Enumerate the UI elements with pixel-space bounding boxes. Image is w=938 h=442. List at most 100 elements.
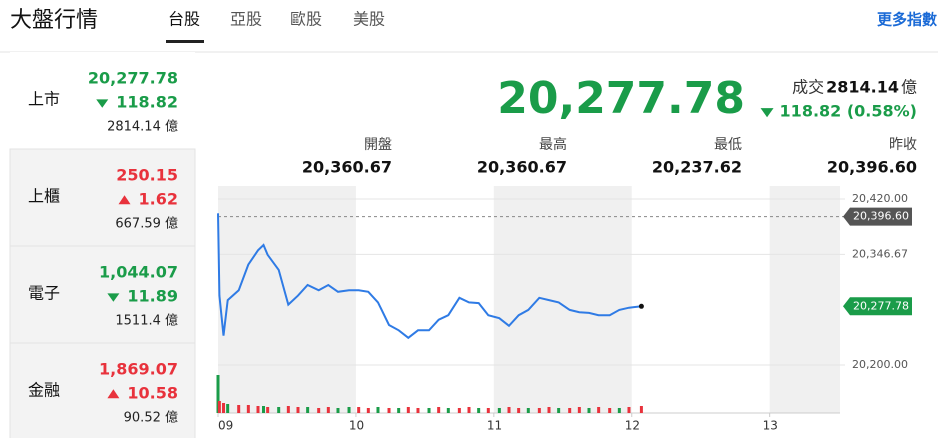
quote-change: 118.82 (0.58%) [780,102,917,121]
volume-bar [366,408,370,413]
volume-bar [357,407,361,413]
last-price-label-bg [843,297,912,316]
item-value: 1,869.07 [99,360,178,379]
volume-bar [217,401,221,413]
volume-bar [547,407,551,413]
direction-arrow [96,99,109,108]
x-tick-label: 09 [218,419,233,433]
volume-bar [497,408,501,413]
tab[interactable]: 亞股 [230,10,262,29]
volume-bar [568,408,572,413]
volume-bar [256,406,260,413]
volume-bar [517,408,521,413]
quote-value: 20,277.78 [497,73,745,124]
item-volume: 1511.4 億 [115,313,178,329]
volume-bar [317,408,321,413]
volume-bar [286,406,290,413]
price-line [217,213,642,340]
volume-bar [526,408,530,413]
stat-value: 20,360.67 [302,158,392,177]
item-value: 1,044.07 [99,263,178,282]
volume-bar [296,407,300,413]
volume-bar [457,408,461,413]
volume-bar [416,408,420,413]
y-tick-label: 20,420.00 [852,192,908,205]
volume-bar [246,405,250,413]
volume-bar [277,407,281,413]
stat-label: 最低 [714,137,742,153]
tab[interactable]: 美股 [353,10,385,29]
volume-bar [237,405,241,413]
stat-label: 昨收 [889,137,917,153]
x-tick-label: 13 [763,419,778,433]
item-name: 電子 [28,284,60,303]
volume-value: 2814.14 [826,78,899,97]
last-price-label: 20,277.78 [853,299,909,312]
session-band [493,186,632,413]
volume-bar [222,403,226,413]
volume-unit: 億 [901,78,917,97]
volume-bar [266,407,270,413]
stat-value: 20,360.67 [477,158,567,177]
volume-bar [446,408,450,413]
volume-bar [226,404,230,413]
page-title: 大盤行情 [10,8,98,33]
volume-bar [216,375,220,413]
stat-value: 20,237.62 [652,158,742,177]
direction-arrow [107,293,120,302]
tab-underline [166,40,204,43]
x-tick-label: 11 [487,419,502,433]
reference-label: 20,396.60 [853,210,909,223]
x-tick-label: 12 [625,419,640,433]
tab[interactable]: 歐股 [290,10,322,29]
volume-bar [597,407,601,413]
stat-label: 開盤 [364,137,392,153]
item-name: 上市 [28,90,60,109]
volume-bar [326,407,330,413]
item-change: 1.62 [139,190,178,209]
reference-label-bg [843,207,912,226]
volume-bar [336,408,340,413]
item-change: 11.89 [127,287,178,306]
volume-bar [477,408,481,413]
more-link[interactable]: 更多指數 [877,11,937,29]
volume-bar [617,408,621,413]
direction-arrow [118,195,131,205]
volume-bar [387,408,391,413]
volume-bar [608,408,612,413]
item-change: 10.58 [127,384,178,403]
volume-bar [427,408,431,413]
direction-arrow [760,108,774,118]
volume-bar [347,407,351,413]
volume-bar [437,407,441,413]
y-tick-label: 20,346.67 [852,247,908,260]
volume-bar [507,407,511,413]
last-point [638,303,644,309]
volume-bar [486,408,490,413]
volume-label: 成交 [792,78,824,97]
session-band [769,186,840,413]
volume-bar [639,406,643,413]
volume-bar [627,407,631,413]
item-volume: 90.52 億 [124,410,178,426]
item-volume: 2814.14 億 [107,119,178,135]
x-tick-label: 10 [349,419,364,433]
volume-bar [557,408,561,413]
item-change: 118.82 [116,93,178,112]
direction-arrow [107,389,120,399]
tab[interactable]: 台股 [168,10,200,29]
volume-bar [376,407,380,413]
volume-bar [587,408,591,413]
volume-bar [537,408,541,413]
item-value: 250.15 [116,166,178,185]
stat-value: 20,396.60 [827,158,917,177]
volume-bar [467,407,471,413]
volume-bar [306,407,310,413]
volume-bar [406,407,410,413]
y-tick-label: 20,200.00 [852,358,908,371]
item-volume: 667.59 億 [115,216,178,232]
stat-label: 最高 [539,136,567,153]
volume-bar [262,406,266,413]
item-name: 金融 [28,381,60,400]
